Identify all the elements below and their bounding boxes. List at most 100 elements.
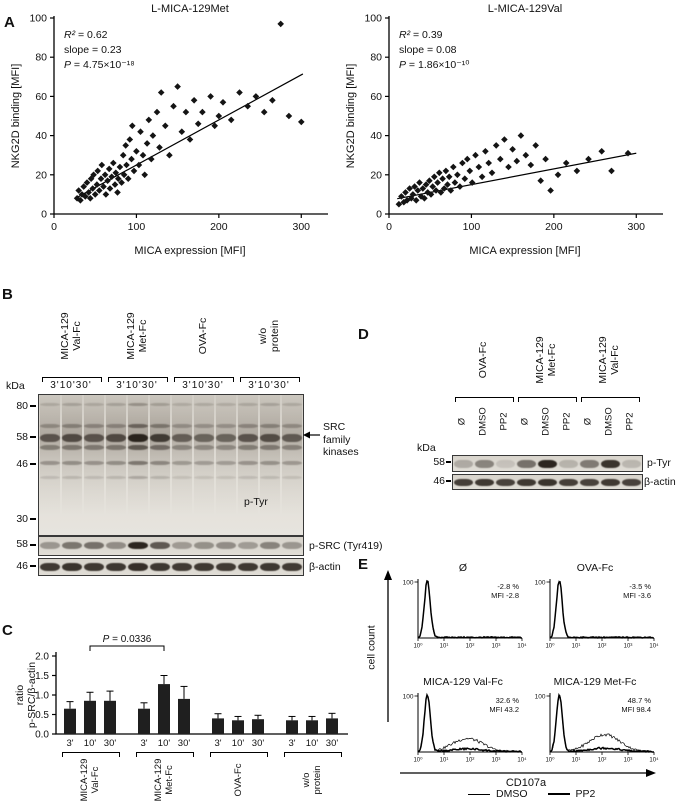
protein-band: [172, 460, 192, 465]
kda-tick: [30, 518, 36, 520]
protein-band: [84, 445, 104, 451]
data-point: [478, 173, 486, 181]
protein-band: [194, 445, 214, 451]
svg-text:L-MICA-129Met: L-MICA-129Met: [151, 3, 229, 15]
svg-text:MFI -2.8: MFI -2.8: [491, 591, 519, 600]
pp2-line-sample: [547, 793, 570, 795]
data-point: [461, 175, 469, 182]
legend-item-dmso: DMSO: [468, 788, 528, 800]
svg-text:10⁰: 10⁰: [545, 643, 555, 650]
stat-annotation: R² = 0.62: [64, 29, 108, 41]
panel-e-label: E: [358, 556, 369, 573]
svg-text:100: 100: [403, 694, 414, 701]
data-point: [96, 187, 103, 194]
blot-lane: [105, 559, 127, 575]
kda-tick: [30, 463, 36, 465]
flow-histogram-none: 100 10⁰ 10¹ 10² 10³ 10⁴ -2.8 %MFI -2.8: [403, 579, 527, 650]
bar: [104, 700, 116, 734]
svg-text:20: 20: [35, 169, 47, 181]
blot-lane: [215, 395, 237, 535]
svg-text:40: 40: [370, 130, 382, 142]
kda-tick: [30, 544, 36, 546]
kda-marker-58: 58: [433, 456, 445, 468]
protein-band: [172, 563, 192, 571]
group-bracket: [62, 752, 120, 757]
data-point: [402, 189, 409, 196]
blot-lane: [281, 395, 303, 535]
protein-band: [194, 542, 214, 550]
data-point: [269, 97, 276, 104]
protein-band: [517, 478, 536, 486]
panel-c-label: C: [2, 622, 13, 639]
protein-band: [238, 445, 258, 451]
protein-band: [559, 459, 578, 468]
protein-band: [172, 445, 192, 451]
lane-group-label-line: Val-Fc: [609, 345, 621, 375]
svg-text:10²: 10²: [598, 644, 607, 650]
data-point: [434, 179, 441, 186]
protein-band: [62, 403, 82, 407]
protein-band: [601, 459, 620, 468]
src-kinases-line: family: [323, 433, 351, 446]
protein-band: [150, 460, 170, 465]
data-point: [123, 161, 130, 169]
svg-text:30': 30': [326, 738, 339, 749]
svg-text:L-MICA-129Val: L-MICA-129Val: [488, 3, 562, 15]
data-point: [432, 187, 440, 194]
data-point: [406, 185, 413, 192]
svg-text:20: 20: [370, 169, 382, 181]
svg-text:0: 0: [51, 221, 57, 233]
data-point: [277, 20, 284, 28]
kda-marker-80: 80: [16, 400, 28, 412]
protein-band: [216, 424, 236, 429]
data-point: [427, 191, 435, 198]
data-point: [105, 165, 113, 173]
blot-lane: [149, 537, 171, 555]
data-point: [89, 185, 96, 192]
protein-band: [282, 403, 302, 407]
data-point: [143, 140, 151, 147]
blot-lane: [495, 456, 516, 471]
protein-band: [150, 445, 170, 451]
bar: [84, 700, 96, 734]
data-point: [547, 187, 554, 194]
treatment-label: PP2: [624, 412, 636, 431]
protein-band: [128, 445, 148, 451]
svg-text:2.0: 2.0: [35, 652, 49, 663]
data-point: [186, 136, 194, 143]
protein-band: [216, 403, 236, 407]
data-point: [497, 155, 504, 163]
protein-band: [216, 563, 236, 571]
protein-band: [194, 403, 214, 407]
data-point: [122, 142, 129, 149]
svg-text:200: 200: [545, 221, 563, 233]
data-point: [454, 171, 461, 179]
data-point: [133, 148, 140, 155]
data-point: [451, 179, 459, 186]
blot-lane: [579, 475, 600, 489]
svg-text:10⁴: 10⁴: [517, 643, 527, 650]
protein-band: [40, 563, 60, 571]
protein-band: [194, 476, 214, 480]
protein-band: [62, 563, 82, 571]
blot-lane: [237, 537, 259, 555]
lane-group-label-line: protein: [269, 319, 281, 353]
bar-group-label-line: MICA-129: [153, 758, 164, 802]
treatment-label: DMSO: [540, 407, 552, 436]
svg-text:100: 100: [463, 221, 481, 233]
significance-text: P = 0.0336: [103, 634, 152, 645]
svg-text:MFI -3.6: MFI -3.6: [623, 591, 651, 600]
protein-band: [194, 434, 214, 443]
data-point: [94, 167, 101, 175]
kda-marker-46: 46: [433, 475, 445, 487]
bar-group-label-ova: OVA-Fc: [226, 754, 250, 806]
protein-band: [128, 403, 148, 407]
svg-text:0: 0: [386, 221, 392, 233]
data-point: [562, 159, 570, 167]
svg-text:10³: 10³: [624, 758, 633, 764]
protein-band: [580, 478, 599, 486]
data-point: [211, 122, 218, 130]
cell-count-axis-arrow: [384, 570, 392, 722]
protein-band: [128, 542, 148, 550]
y-label-line: p-SRC/β-actin: [26, 661, 38, 729]
